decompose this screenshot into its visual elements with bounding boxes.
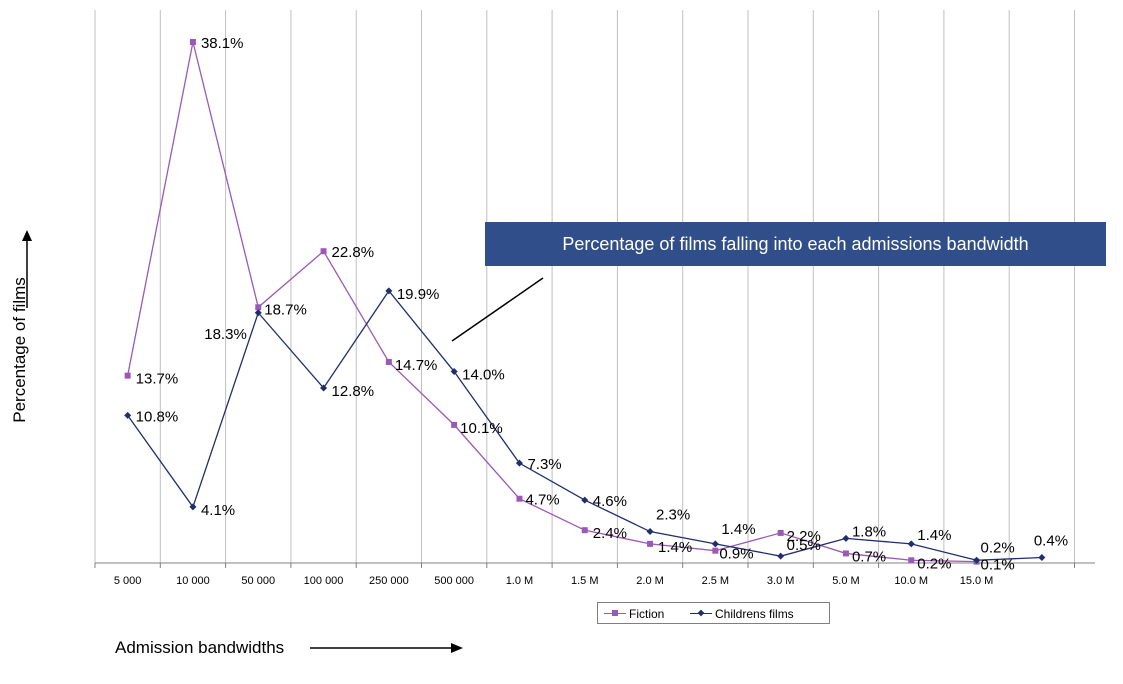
data-point-fiction [124,372,131,379]
annotation-pointer-line [451,277,544,342]
x-tick-label: 2.5 M [702,575,730,587]
data-point-fiction [385,358,392,365]
data-label-childrens-films: 4.6% [593,493,627,510]
legend: Fiction Childrens films [597,602,830,624]
data-point-childrens-films [385,287,393,295]
data-point-childrens-films [515,459,523,467]
data-label-childrens-films: 0.5% [787,537,821,554]
data-label-fiction: 2.4% [593,525,627,542]
data-point-childrens-films [124,411,132,419]
data-label-fiction: 38.1% [201,35,244,52]
legend-label-childrens-films: Childrens films [715,607,794,621]
chart-annotation: Percentage of films falling into each ad… [485,222,1106,266]
data-label-childrens-films: 1.8% [852,523,886,540]
data-label-childrens-films: 19.9% [397,286,440,303]
square-marker-icon [612,610,618,616]
data-point-childrens-films [711,540,719,548]
data-point-childrens-films [646,528,654,536]
data-labels: 13.7% 38.1% 18.7% 22.8% 14.7% 10.1% 4.7% 2.4% 1.… [136,35,1068,574]
data-label-childrens-films: 2.3% [656,507,690,524]
x-tick-label: 500 000 [434,575,474,587]
x-tick-labels: 5 000 10 000 50 000 100 000 250 000 500 000 1.… [114,575,993,587]
x-tick-label: 1.0 M [506,575,534,587]
data-label-fiction: 22.8% [332,244,375,261]
data-point-fiction [320,248,327,255]
data-label-fiction: 13.7% [136,371,179,388]
data-label-childrens-films: 14.0% [462,367,505,384]
y-axis-arrow-icon [22,230,32,308]
data-label-childrens-films: 0.4% [1034,533,1068,550]
data-point-fiction [255,304,262,311]
gridlines [94,10,1075,563]
data-point-childrens-films [1038,554,1046,562]
data-label-childrens-films: 4.1% [201,502,235,519]
x-tick-label: 50 000 [241,575,275,587]
series-line-fiction [127,41,977,563]
data-label-fiction: 10.1% [460,420,503,437]
data-label-childrens-films: 10.8% [136,408,179,425]
data-label-fiction: 0.2% [917,555,951,572]
line-chart: 5 000 10 000 50 000 100 000 250 000 500 000 1.… [94,10,1095,587]
data-label-childrens-films: 18.3% [204,326,247,343]
data-point-fiction [908,557,915,564]
x-tick-label: 10 000 [176,575,210,587]
data-label-childrens-films: 0.2% [981,539,1015,556]
data-point-fiction [451,421,458,428]
data-label-fiction: 0.9% [719,546,753,563]
data-point-childrens-films [450,368,458,376]
data-point-fiction [516,495,523,502]
data-label-fiction: 4.7% [525,492,559,509]
data-point-childrens-films [320,384,328,392]
data-point-fiction [842,550,849,557]
data-label-fiction: 0.7% [852,548,886,565]
data-point-childrens-films [581,496,589,504]
x-tick-label: 3.0 M [767,575,795,587]
x-tick-label: 5.0 M [832,575,860,587]
data-point-fiction [189,39,196,45]
annotation-pointer [451,277,544,342]
data-point-fiction [647,540,654,547]
data-label-childrens-films: 7.3% [527,456,561,473]
data-point-fiction [581,527,588,534]
series-line-childrens-films [127,289,1042,561]
data-label-childrens-films: 1.4% [721,521,755,538]
data-label-childrens-films: 1.4% [917,527,951,544]
x-tick-label: 100 000 [304,575,344,587]
x-tick-label: 10.0 M [894,575,928,587]
data-label-childrens-films: 12.8% [332,383,375,400]
data-label-fiction: 14.7% [395,357,438,374]
data-point-childrens-films [907,540,915,548]
data-label-fiction: 2.2% [787,528,821,545]
data-point-fiction [777,529,784,536]
legend-label-fiction: Fiction [629,607,665,621]
data-point-childrens-films [777,552,785,560]
data-point-childrens-films [973,556,981,564]
x-tick-label: 1.5 M [571,575,599,587]
data-point-childrens-films [189,503,197,511]
data-point-childrens-films [842,534,850,542]
diamond-marker-icon [697,609,705,617]
x-axis-title: Admission bandwidths [115,638,285,657]
data-label-fiction: 18.7% [264,301,307,318]
data-label-fiction: 0.1% [981,557,1015,574]
x-tick-label: 15.0 M [960,575,994,587]
x-tick-label: 250 000 [369,575,409,587]
x-tick-label: 5 000 [114,575,142,587]
series-layer [124,39,1046,565]
x-axis [94,562,1095,568]
data-point-childrens-films [254,309,262,317]
data-point-fiction [712,547,719,554]
data-label-fiction: 1.4% [658,539,692,556]
x-tick-label: 2.0 M [636,575,664,587]
x-axis-arrow-icon [310,643,463,653]
